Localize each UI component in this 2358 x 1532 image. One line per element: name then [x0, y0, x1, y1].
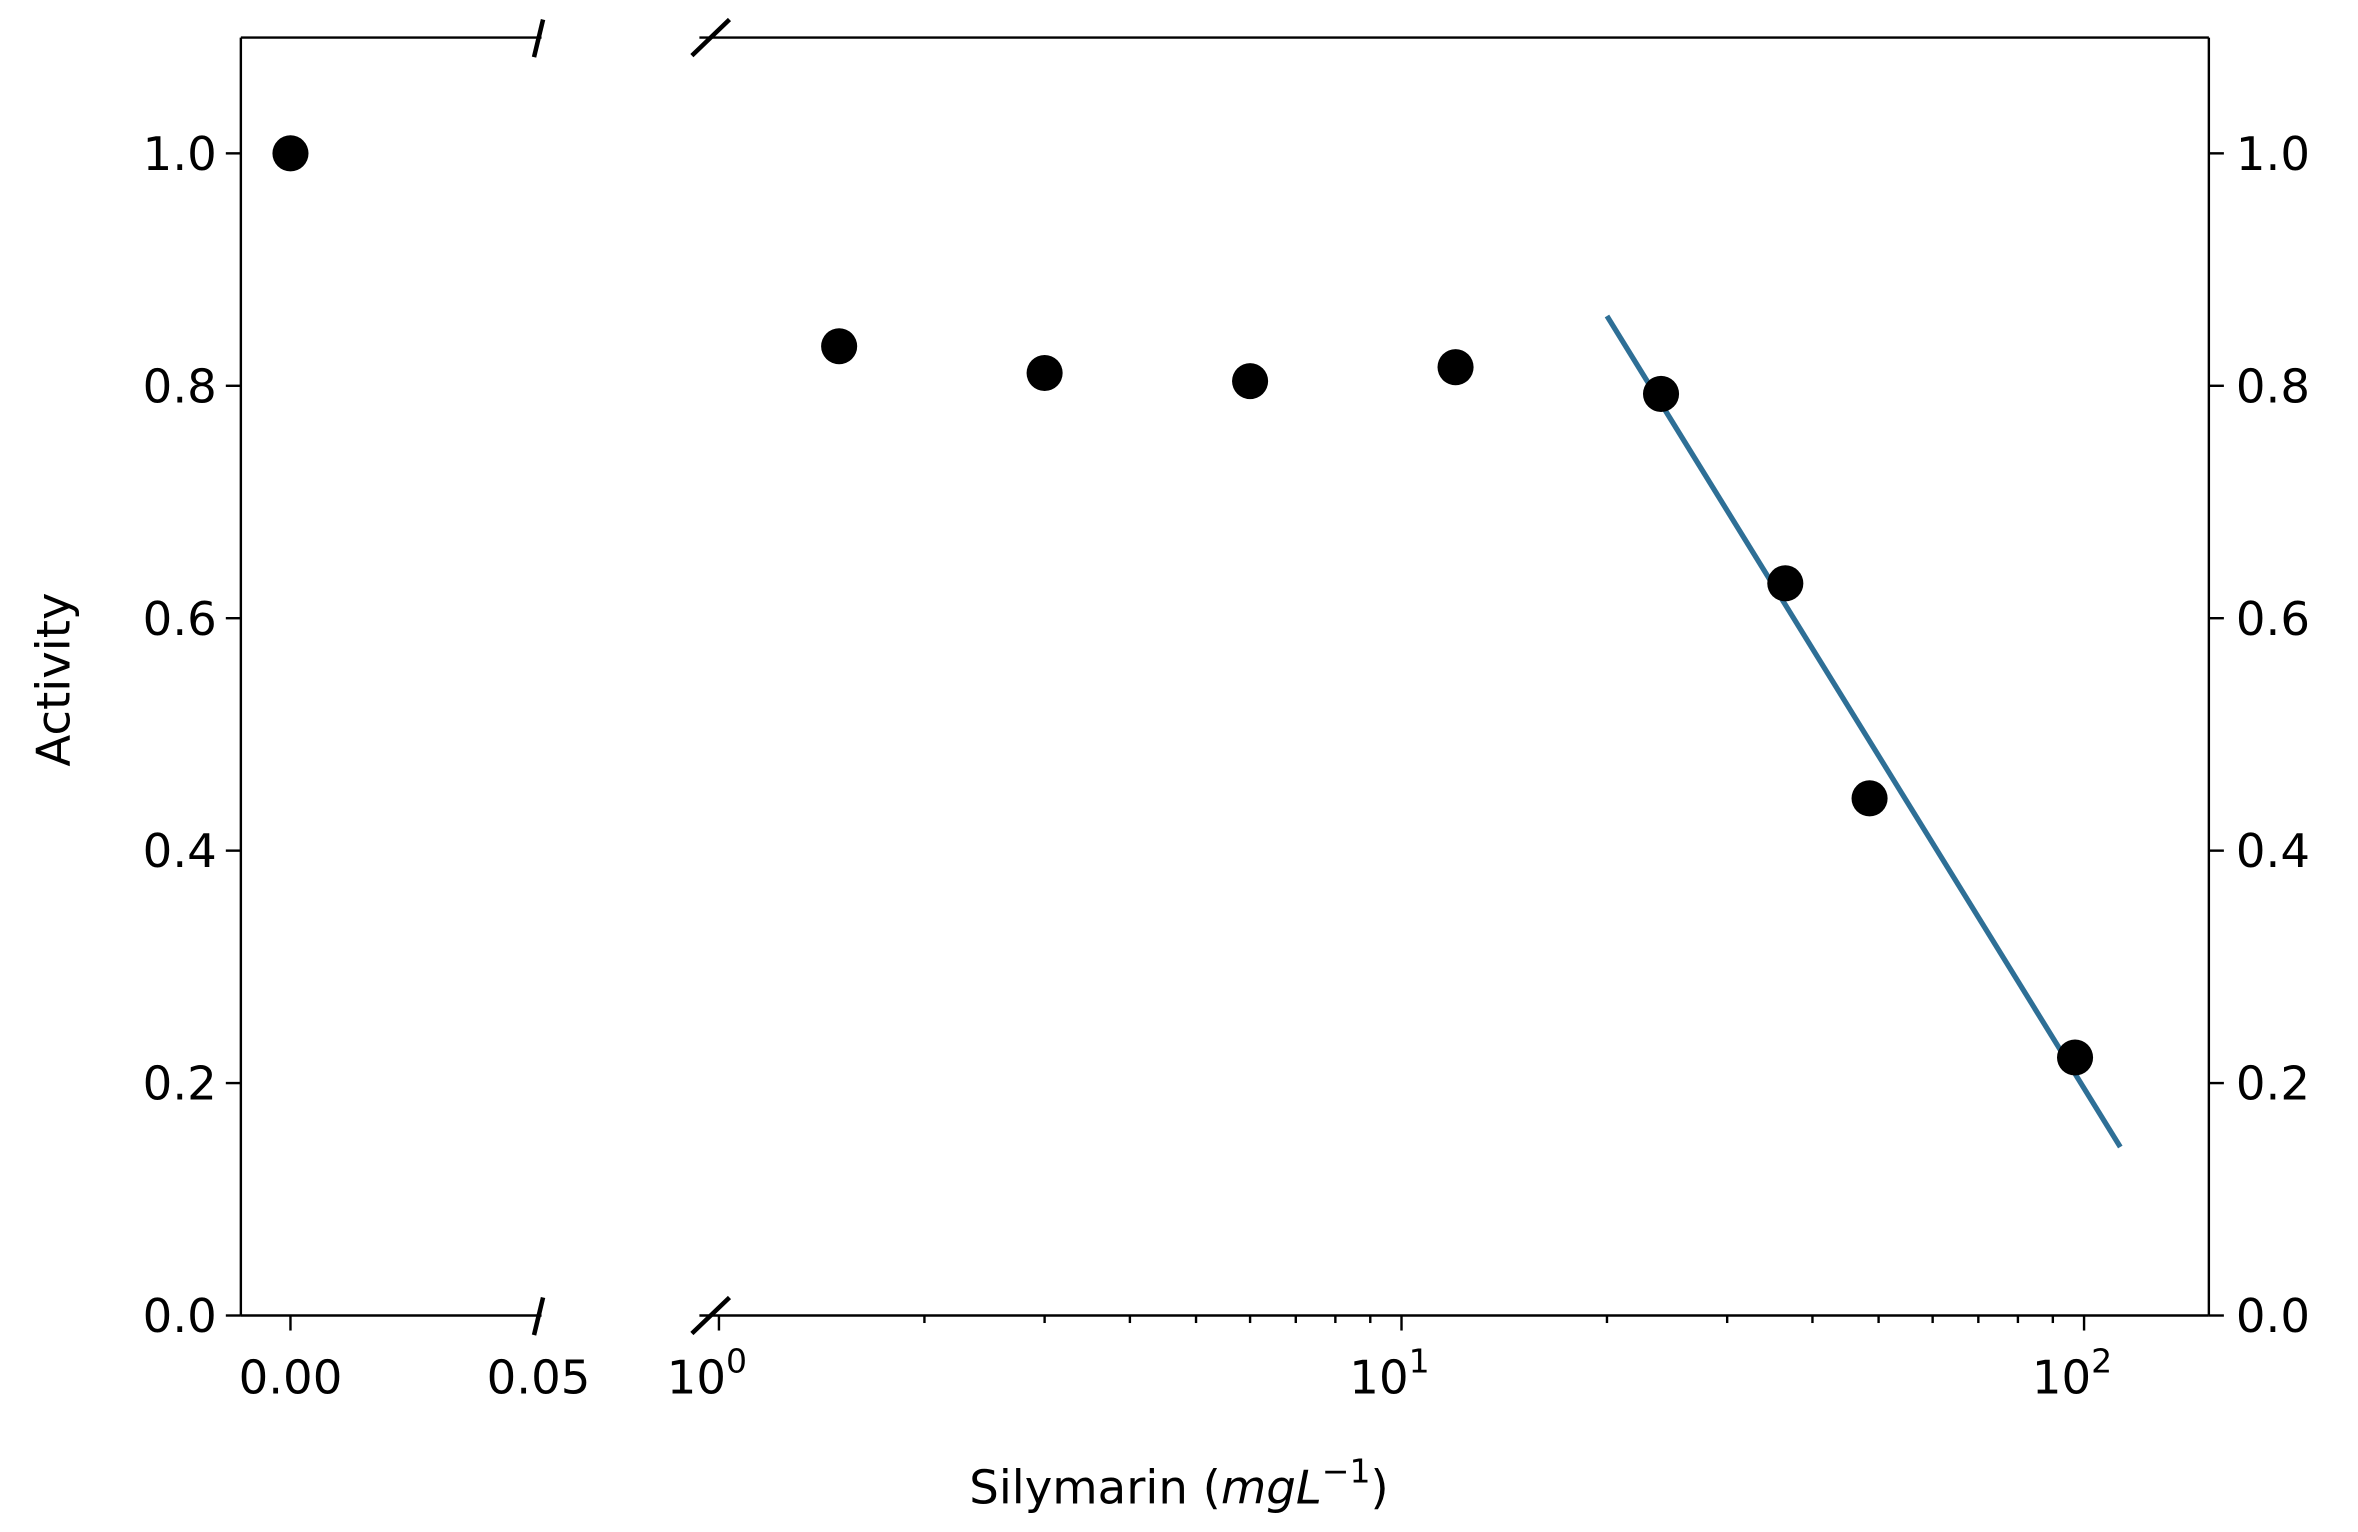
x-tick-label: 0.05 [487, 1351, 591, 1405]
y-tick-label: 0.6 [143, 592, 217, 646]
x-tick-label: 0.00 [239, 1351, 343, 1405]
y-tick-label-right: 0.0 [2236, 1289, 2310, 1343]
data-point [1851, 780, 1888, 817]
y-tick-label-right: 0.6 [2236, 592, 2310, 646]
axis-ticks [225, 152, 2224, 1331]
x-tick-label: 100 [667, 1342, 747, 1405]
y-tick-label: 0.8 [143, 359, 217, 413]
x-axis-label: Silymarin (mgL−1) [969, 1451, 1388, 1514]
x-tick-label: 102 [2032, 1342, 2112, 1405]
y-tick-label: 0.4 [143, 824, 217, 878]
data-point [2056, 1039, 2094, 1076]
data-points [272, 135, 2094, 1076]
data-point [1232, 363, 1269, 400]
fit-line [1604, 314, 2123, 1149]
data-point [1026, 354, 1063, 392]
data-point [1767, 565, 1804, 602]
y-tick-label: 0.2 [143, 1057, 217, 1111]
y-tick-label-right: 0.2 [2236, 1057, 2310, 1111]
y-axis-label: Activity [26, 592, 80, 766]
data-point [1437, 349, 1474, 386]
y-tick-label: 0.0 [143, 1289, 217, 1343]
y-tick-label-right: 0.8 [2236, 359, 2310, 413]
data-point [821, 328, 858, 365]
y-tick-label-right: 0.4 [2236, 824, 2310, 878]
y-tick-label: 1.0 [143, 127, 217, 181]
data-point [1642, 375, 1680, 412]
data-point [272, 135, 309, 172]
x-tick-label: 101 [1349, 1342, 1429, 1405]
axes-frame [239, 17, 2211, 1336]
y-tick-label-right: 1.0 [2236, 127, 2310, 181]
tick-labels: 0.0 0.0 0.2 0.2 0.4 0.4 0.6 0.6 0.8 0.8 1.0 1.0 0.00… [143, 127, 2310, 1405]
